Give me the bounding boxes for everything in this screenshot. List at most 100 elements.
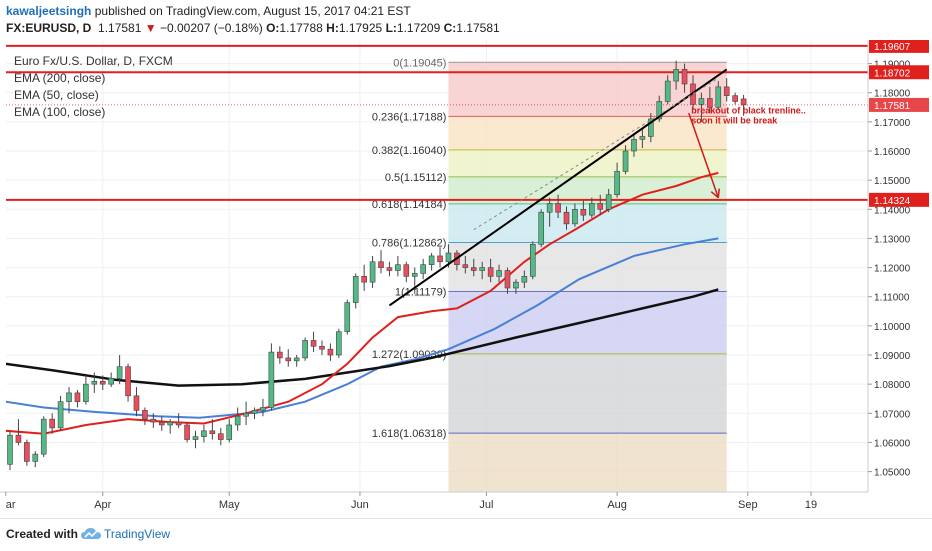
candle — [513, 279, 519, 294]
candle — [378, 250, 384, 274]
candle — [740, 94, 747, 116]
legend-ema-100: EMA (100, close) — [14, 105, 105, 119]
author-link[interactable]: kawaljeetsingh — [6, 4, 92, 18]
candle — [395, 255, 401, 277]
candle-body — [513, 281, 519, 289]
fib-zone — [448, 242, 727, 292]
candle-body — [40, 418, 47, 455]
candle-body — [605, 194, 612, 210]
annotation-line-1: breakout of black trenline.. — [691, 106, 806, 116]
candle-body — [622, 150, 629, 172]
candle — [732, 92, 738, 105]
candle — [133, 387, 140, 417]
candle — [698, 92, 705, 122]
candle-body — [175, 421, 182, 426]
candle — [277, 346, 283, 364]
fib-zone — [448, 116, 727, 150]
fib-level-label: 0.5(1.15112) — [385, 172, 447, 184]
candle — [310, 331, 317, 353]
x-tick-label: Aug — [607, 499, 627, 511]
candle — [293, 355, 300, 367]
y-tick-label: 1.08000 — [874, 380, 911, 391]
candle — [201, 424, 207, 443]
candle-body — [49, 418, 55, 429]
candle-body — [226, 424, 233, 440]
black-trendline — [388, 68, 728, 307]
low-value: 1.17209 — [396, 21, 441, 35]
candle — [631, 133, 637, 157]
candle-body — [125, 366, 131, 397]
down-arrow-icon: ▼ — [144, 21, 157, 35]
candle-body — [572, 208, 578, 225]
candle-body — [108, 378, 114, 385]
annotation-line-2: soon it will be break — [691, 116, 778, 126]
candle — [580, 200, 587, 221]
candle-body — [386, 267, 393, 271]
candle-body — [192, 436, 199, 440]
candle-body — [260, 407, 266, 411]
fib-level-label: 0.382(1.16040) — [372, 145, 447, 157]
publish-line: kawaljeetsingh published on TradingView.… — [6, 4, 411, 18]
candle — [99, 375, 106, 390]
candle-body — [15, 434, 22, 443]
fib-level-label: 0.236(1.17188) — [372, 111, 447, 123]
candle — [302, 337, 308, 361]
legend-ema-200: EMA (200, close) — [14, 71, 105, 85]
x-axis: ar Apr May Jun Jul Aug Sep 19 — [0, 491, 868, 511]
candle-body — [184, 424, 190, 440]
candle-body — [648, 118, 654, 137]
y-tick-label: 1.05000 — [874, 468, 911, 479]
y-tick-label: 1.06000 — [874, 438, 911, 449]
fib-level-label: 0.618(1.14184) — [372, 199, 447, 211]
y-tick-label: 1.19000 — [874, 60, 911, 71]
candle-body — [7, 434, 13, 465]
legend-title: Euro Fx/U.S. Dollar, D, FXCM — [14, 54, 173, 68]
y-tick-label: 1.12000 — [874, 264, 911, 275]
candle-body — [57, 401, 64, 429]
candle — [74, 389, 81, 408]
candle — [24, 439, 30, 466]
fib-level-label: 1(1.11179) — [395, 287, 447, 299]
candle — [715, 81, 722, 111]
price-change: −0.00207 (−0.18%) — [159, 21, 263, 35]
candle-body — [580, 208, 587, 216]
candle — [66, 387, 72, 414]
chart-header: kawaljeetsingh published on TradingView.… — [0, 0, 932, 40]
candle — [555, 194, 561, 219]
candle-body — [698, 98, 705, 105]
x-tick-label: May — [219, 499, 240, 511]
candle — [184, 422, 190, 443]
price-chart[interactable]: 0(1.19045) 0.236(1.17188) 0.382(1.16040) 0.… — [0, 40, 932, 518]
footer: Created with TradingView — [0, 518, 932, 551]
candle-body — [403, 264, 410, 277]
candle-body — [293, 357, 300, 362]
candle — [234, 407, 241, 431]
candle-body — [310, 340, 317, 347]
candle — [605, 188, 612, 213]
candle-body — [563, 211, 570, 225]
candle — [192, 430, 199, 449]
candle — [83, 375, 89, 405]
candle-body — [445, 252, 452, 263]
candle-body — [639, 136, 646, 140]
candle — [648, 113, 654, 143]
candle — [386, 261, 393, 277]
high-label: H: — [326, 21, 339, 35]
symbol-quote-line: FX:EURUSD, D 1.17581 ▼ −0.00207 (−0.18%)… — [6, 21, 500, 35]
candle — [142, 407, 148, 425]
created-with-label: Created with — [6, 527, 79, 541]
forecast-arrow-head — [710, 188, 721, 199]
candle — [479, 261, 485, 280]
tradingview-brand[interactable]: TradingView — [104, 527, 171, 541]
candle-body — [150, 418, 157, 423]
candle-body — [319, 345, 325, 350]
candle — [150, 413, 157, 428]
candle-body — [673, 69, 679, 82]
fib-zone — [448, 149, 727, 177]
legend-ema-50: EMA (50, close) — [14, 88, 99, 102]
candle-body — [546, 203, 553, 213]
last-price-tag-label: 1.17581 — [874, 101, 911, 112]
candle-body — [496, 270, 502, 277]
candle — [40, 416, 47, 458]
candle — [226, 419, 233, 443]
